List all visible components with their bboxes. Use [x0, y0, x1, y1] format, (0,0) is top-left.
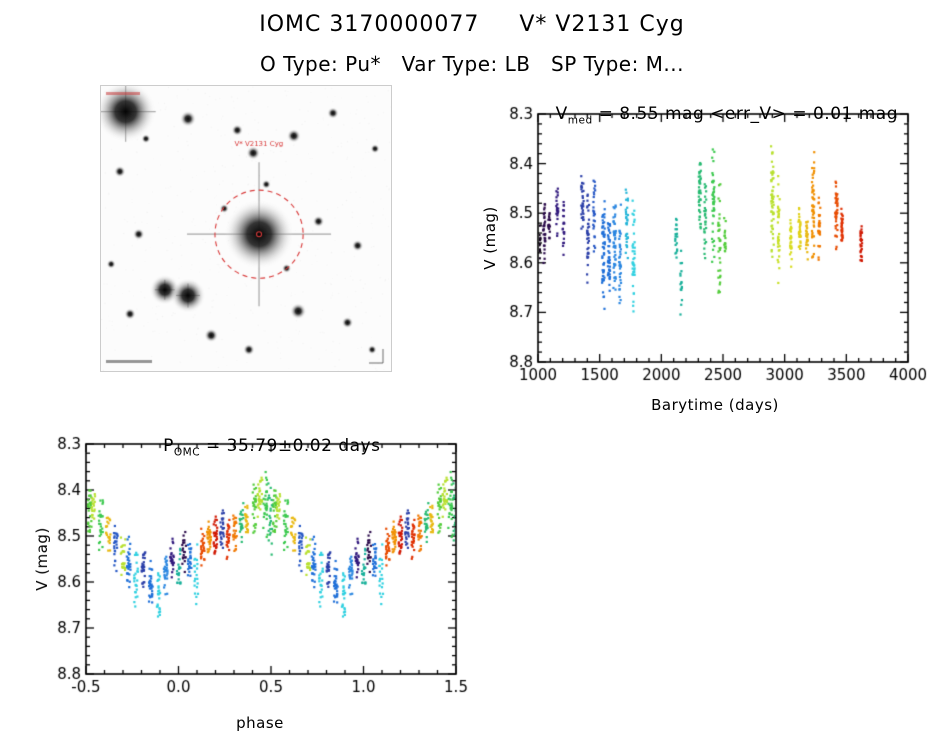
lightcurve-ylabel: V (mag)	[481, 206, 499, 270]
lightcurve-canvas	[500, 104, 930, 394]
page-title: IOMC 3170000077 V* V2131 Cyg	[259, 12, 685, 37]
phase-plot-ylabel: V (mag)	[33, 527, 51, 591]
phase-plot-canvas	[50, 436, 470, 716]
lightcurve-xlabel: Barytime (days)	[651, 396, 779, 414]
page-subtitle: O Type: Pu* Var Type: LB SP Type: M...	[260, 52, 684, 76]
finder-chart-image	[100, 85, 392, 372]
phase-plot-xlabel: phase	[236, 714, 284, 732]
